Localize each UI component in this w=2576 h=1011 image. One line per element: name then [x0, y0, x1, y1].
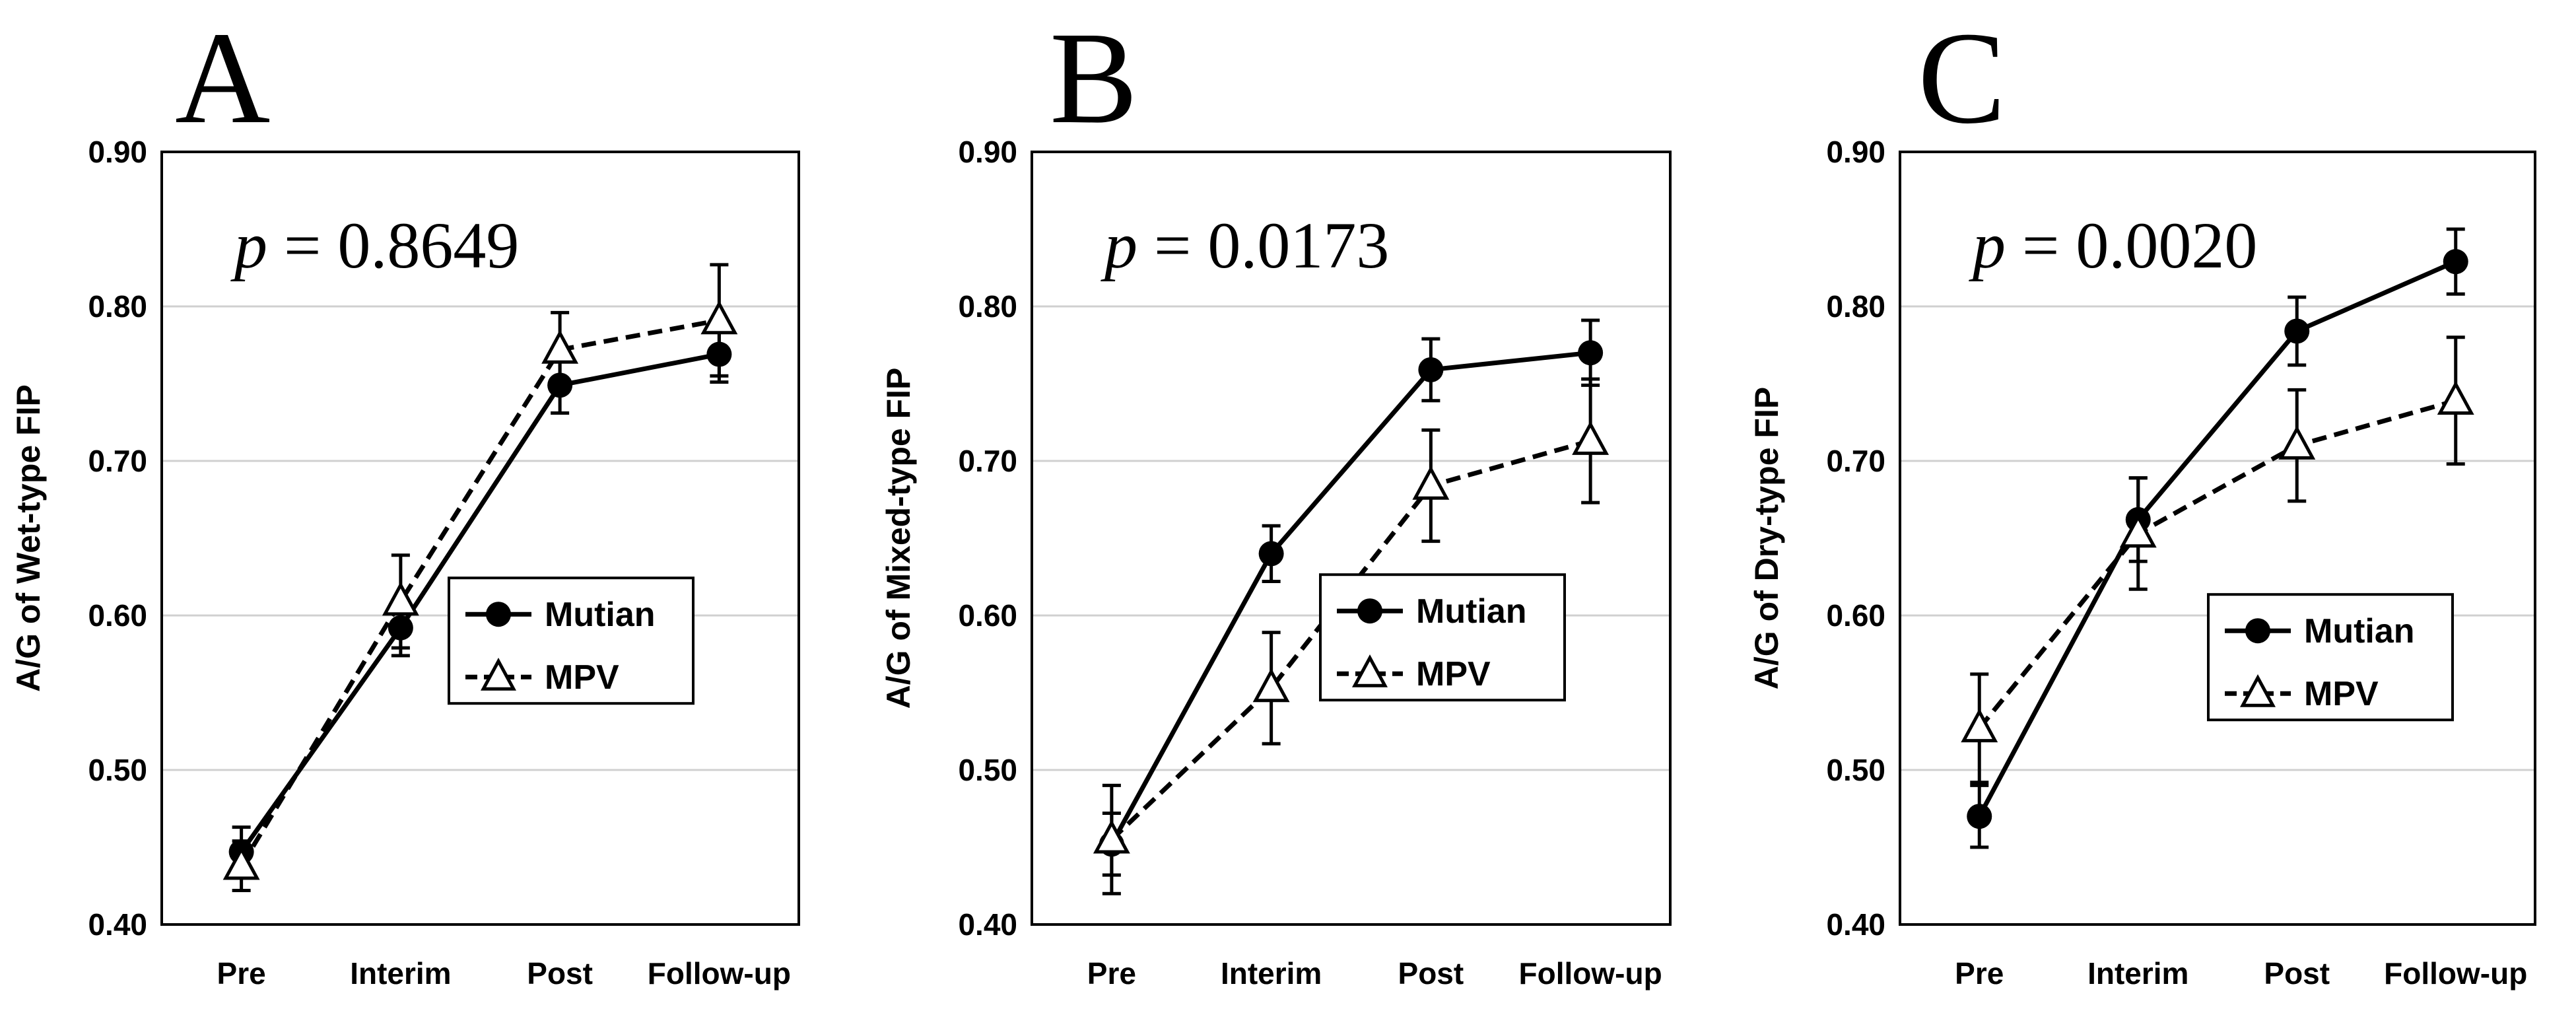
legend-label-mpv: MPV — [545, 658, 619, 697]
data-point-mutian — [1967, 804, 1992, 829]
p-value-number: = 0.0020 — [2006, 209, 2257, 282]
p-value-annotation: p = 0.0020 — [1969, 209, 2257, 282]
panel-c: C 0.40 0.50 0.60 0.70 0.80 0.90 Pre Interim Post F… — [1748, 5, 2536, 991]
y-tick-label: 0.80 — [958, 289, 1017, 324]
y-tick-label: 0.60 — [1826, 598, 1885, 633]
legend-label-mpv: MPV — [2304, 675, 2379, 713]
y-axis-label: A/G of Dry-type FIP — [1748, 387, 1785, 689]
x-tick-label: Follow-up — [1519, 956, 1662, 991]
p-value-symbol: p — [1101, 209, 1137, 282]
data-point-mutian — [1418, 357, 1444, 382]
x-tick-label: Pre — [1955, 956, 2004, 991]
legend-marker-mutian — [2245, 618, 2270, 644]
data-point-mpv — [1572, 421, 1610, 455]
data-point-mpv — [222, 845, 260, 880]
series-line-mutian — [1109, 350, 1591, 846]
series-line-mpv — [1977, 398, 2457, 730]
p-value-symbol: p — [1969, 209, 2006, 282]
series-line-mutian — [239, 352, 720, 854]
y-tick-label: 0.60 — [88, 598, 147, 633]
y-tick-label: 0.90 — [958, 135, 1017, 169]
data-point-mutian — [2443, 249, 2468, 275]
x-tick-label: Interim — [350, 956, 451, 991]
legend-label-mutian: Mutian — [2304, 612, 2415, 650]
panel-letter-c: C — [1918, 5, 2006, 151]
p-value-number: = 0.8649 — [267, 209, 519, 282]
data-point-mpv — [700, 300, 738, 335]
series-line-mpv — [239, 318, 720, 867]
data-point-mpv — [1412, 466, 1450, 500]
p-value-symbol: p — [230, 209, 267, 282]
data-point-mpv — [2119, 513, 2157, 548]
x-tick-label: Follow-up — [2384, 956, 2527, 991]
plot-frame — [1899, 151, 2536, 926]
p-value-annotation: p = 0.0173 — [1101, 209, 1389, 282]
series-mpv — [1961, 335, 2474, 784]
legend-label-mutian: Mutian — [1416, 592, 1527, 631]
legend: Mutian MPV — [2207, 593, 2454, 722]
legend-label-mutian: Mutian — [545, 596, 656, 634]
data-point-mpv — [2278, 425, 2316, 460]
legend-label-mpv: MPV — [1416, 655, 1491, 693]
legend: Mutian MPV — [448, 576, 695, 705]
x-tick-label: Interim — [2087, 956, 2188, 991]
x-tick-label: Follow-up — [648, 956, 791, 991]
p-value-number: = 0.0173 — [1137, 209, 1389, 282]
data-point-mutian — [1258, 541, 1284, 567]
legend-marker-mpv — [1351, 654, 1388, 687]
y-tick-label: 0.70 — [1826, 444, 1885, 478]
x-tick-label: Pre — [1087, 956, 1136, 991]
y-axis-label: A/G of Mixed-type FIP — [880, 368, 917, 709]
data-point-mutian — [1578, 340, 1604, 366]
legend-marker-mutian — [486, 602, 511, 627]
y-tick-label: 0.40 — [88, 907, 147, 942]
y-axis-label: A/G of Wet-type FIP — [10, 384, 47, 692]
p-value-annotation: p = 0.8649 — [230, 209, 519, 282]
data-point-mpv — [382, 581, 419, 616]
y-tick-label: 0.50 — [958, 753, 1017, 787]
y-tick-label: 0.60 — [958, 598, 1017, 633]
y-tick-label: 0.40 — [958, 907, 1017, 942]
data-point-mpv — [2437, 380, 2474, 415]
legend: Mutian MPV — [1319, 573, 1566, 702]
series-line-mutian — [1977, 259, 2457, 818]
series-mutian — [1967, 227, 2468, 849]
y-tick-label: 0.90 — [88, 135, 147, 169]
data-point-mpv — [541, 330, 579, 364]
y-tick-label: 0.80 — [1826, 289, 1885, 324]
series-mpv — [222, 263, 738, 893]
y-tick-label: 0.80 — [88, 289, 147, 324]
plot-frame — [160, 151, 800, 926]
panel-b: B 0.40 0.50 0.60 0.70 0.80 0.90 Pre Interim Post F… — [880, 5, 1672, 991]
x-tick-label: Post — [527, 956, 593, 991]
x-tick-label: Post — [2264, 956, 2330, 991]
data-point-mpv — [1252, 668, 1290, 703]
data-point-mpv — [1093, 819, 1130, 854]
panel-letter-a: A — [175, 5, 270, 151]
y-tick-label: 0.40 — [1826, 907, 1885, 942]
y-tick-label: 0.70 — [88, 444, 147, 478]
plot-frame — [1031, 151, 1672, 926]
y-tick-label: 0.50 — [1826, 753, 1885, 787]
data-point-mpv — [1961, 708, 1998, 743]
legend-marker-mutian — [1357, 598, 1382, 624]
y-tick-label: 0.90 — [1826, 135, 1885, 169]
panel-letter-b: B — [1050, 5, 1137, 151]
y-tick-label: 0.70 — [958, 444, 1017, 478]
y-tick-label: 0.50 — [88, 753, 147, 787]
x-tick-label: Post — [1398, 956, 1464, 991]
x-tick-label: Interim — [1221, 956, 1322, 991]
x-tick-label: Pre — [217, 956, 266, 991]
panel-a: A 0.40 0.50 0.60 0.70 0.80 0.90 Pre Interim Post F… — [10, 5, 800, 991]
legend-marker-mpv — [480, 657, 517, 691]
legend-marker-mpv — [2239, 674, 2276, 707]
data-point-mutian — [2284, 318, 2310, 344]
